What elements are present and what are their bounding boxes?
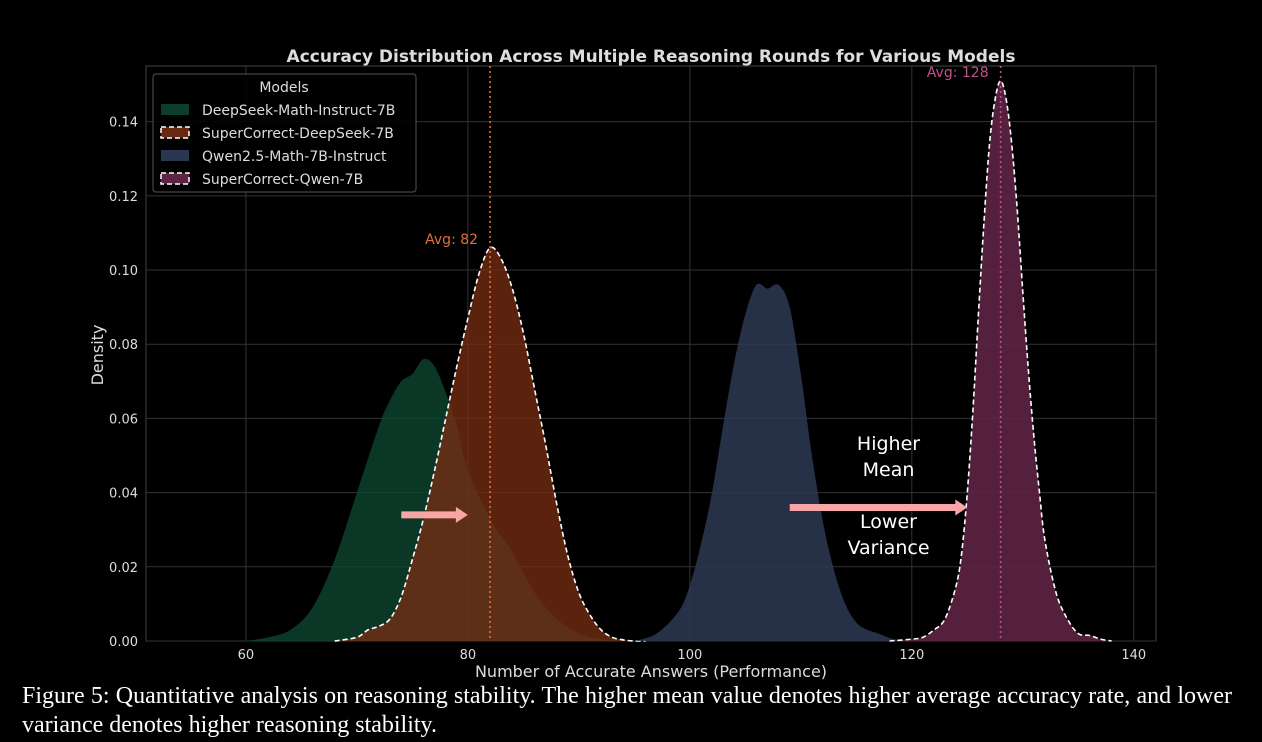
legend-item-deepseek-math-instruct-7b: DeepSeek-Math-Instruct-7B [161, 103, 395, 119]
x-tick-label: 60 [238, 648, 255, 663]
annotation-text: Higher Mean [857, 433, 920, 481]
legend-label: Qwen2.5-Math-7B-Instruct [202, 149, 387, 165]
chart-title: Accuracy Distribution Across Multiple Re… [287, 47, 1016, 67]
y-tick-label: 0.02 [109, 561, 138, 576]
axis-ticks: 60 80 100 120 140 0.00 0.02 0.04 0.06 0.08 0.10 0.1… [109, 116, 1146, 663]
y-tick-label: 0.12 [109, 190, 138, 205]
y-tick-label: 0.08 [109, 338, 138, 353]
legend-label: SuperCorrect-DeepSeek-7B [202, 126, 394, 142]
outline-supercorrect-qwen-7b [889, 79, 1112, 642]
legend-swatch [160, 172, 190, 185]
accuracy-distribution-chart: Accuracy Distribution Across Multiple Re… [88, 47, 1157, 680]
series-layer [245, 79, 1112, 642]
mean-label: Avg: 82 [425, 232, 478, 248]
x-tick-label: 120 [899, 648, 924, 663]
annotations: Higher Mean Lower Variance [401, 433, 968, 559]
arrow-annotation [401, 506, 468, 523]
x-axis-label: Number of Accurate Answers (Performance) [475, 662, 827, 680]
outline-supercorrect-deepseek-7b [334, 246, 646, 642]
figure-caption: Figure 5: Quantitative analysis on reaso… [22, 683, 1232, 738]
y-tick-label: 0.04 [109, 487, 138, 502]
y-tick-label: 0.14 [109, 116, 138, 131]
y-tick-label: 0.06 [109, 412, 138, 427]
x-tick-label: 140 [1121, 648, 1146, 663]
legend-label: SuperCorrect-Qwen-7B [202, 172, 363, 188]
y-tick-label: 0.00 [109, 635, 138, 650]
legend-swatch [161, 150, 189, 161]
legend-title: Models [259, 80, 308, 96]
legend-item-supercorrect-deepseek-7b: SuperCorrect-DeepSeek-7B [160, 126, 394, 142]
x-tick-label: 80 [460, 648, 477, 663]
mean-label: Avg: 128 [927, 65, 989, 81]
legend-box [152, 73, 417, 193]
legend-swatch [161, 104, 189, 115]
legend: Models DeepSeek-Math-Instruct-7B SuperCor… [152, 73, 417, 193]
x-tick-label: 100 [677, 648, 702, 663]
mean-lines: Avg: 82 Avg: 128 [425, 65, 1002, 641]
area-supercorrect-qwen-7b [889, 80, 1112, 642]
area-qwen2-5-math-7b-instruct [634, 283, 912, 641]
legend-swatch [160, 126, 190, 139]
arrow-annotation [789, 499, 968, 516]
legend-label: DeepSeek-Math-Instruct-7B [202, 103, 395, 119]
y-axis-label: Density [88, 325, 107, 386]
area-supercorrect-deepseek-7b [334, 247, 646, 641]
annotation-text: Lower Variance [847, 511, 929, 559]
legend-item-qwen2-5-math-7b-instruct: Qwen2.5-Math-7B-Instruct [161, 149, 387, 165]
y-tick-label: 0.10 [109, 264, 138, 279]
legend-item-supercorrect-qwen-7b: SuperCorrect-Qwen-7B [160, 172, 363, 188]
